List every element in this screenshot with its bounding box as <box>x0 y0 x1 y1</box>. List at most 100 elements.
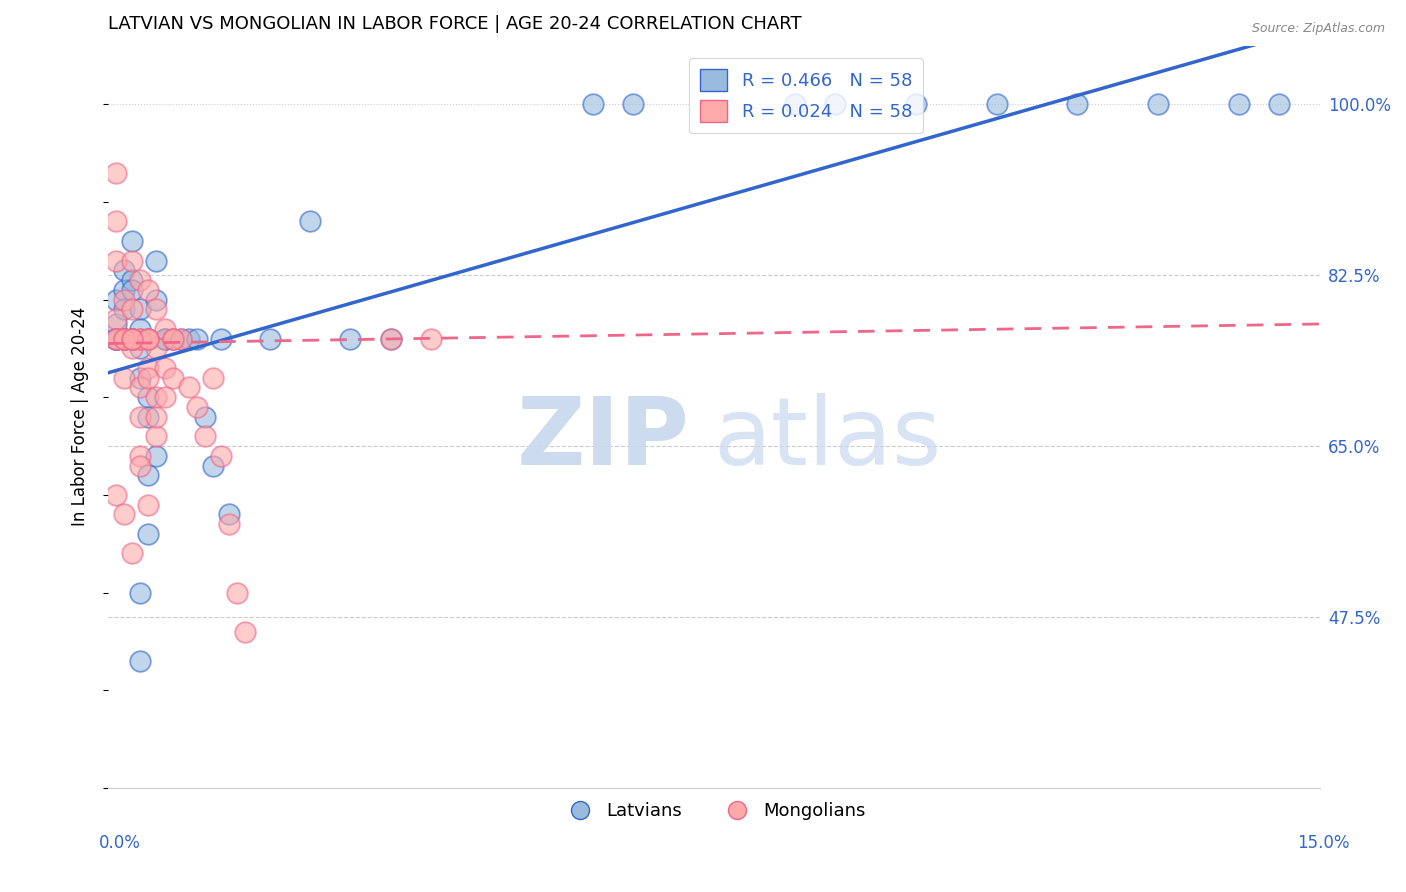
Point <box>145 342 167 356</box>
Point <box>105 214 128 228</box>
Point <box>105 166 128 180</box>
Point <box>129 654 152 668</box>
Point <box>153 332 176 346</box>
Point <box>153 332 176 346</box>
Point <box>112 293 135 307</box>
Point <box>233 624 256 639</box>
Point <box>783 97 806 112</box>
Point <box>145 409 167 424</box>
Point <box>121 332 143 346</box>
Point <box>138 390 160 404</box>
Point <box>145 449 167 463</box>
Point <box>112 332 135 346</box>
Point <box>129 332 152 346</box>
Point <box>1268 97 1291 112</box>
Point <box>105 332 128 346</box>
Point <box>226 585 249 599</box>
Point <box>177 332 200 346</box>
Point <box>112 332 135 346</box>
Point <box>298 214 321 228</box>
Point <box>194 409 217 424</box>
Point <box>138 409 160 424</box>
Point <box>105 312 128 326</box>
Point <box>339 332 361 346</box>
Point <box>129 302 152 317</box>
Point <box>904 97 927 112</box>
Y-axis label: In Labor Force | Age 20-24: In Labor Force | Age 20-24 <box>72 307 89 526</box>
Point <box>380 332 402 346</box>
Point <box>105 253 128 268</box>
Point <box>138 283 160 297</box>
Point <box>582 97 605 112</box>
Point <box>170 332 193 346</box>
Point <box>112 332 135 346</box>
Point <box>121 546 143 560</box>
Point <box>986 97 1008 112</box>
Point <box>186 400 208 414</box>
Point <box>105 332 128 346</box>
Point <box>218 517 240 532</box>
Point <box>153 322 176 336</box>
Point <box>201 458 224 473</box>
Point <box>145 390 167 404</box>
Point <box>129 458 152 473</box>
Point <box>105 332 128 346</box>
Point <box>170 332 193 346</box>
Point <box>112 332 135 346</box>
Point <box>112 508 135 522</box>
Point <box>138 498 160 512</box>
Point <box>112 370 135 384</box>
Point <box>824 97 846 112</box>
Point <box>121 234 143 248</box>
Point <box>105 317 128 331</box>
Text: atlas: atlas <box>714 393 942 485</box>
Point <box>129 370 152 384</box>
Text: ZIP: ZIP <box>517 393 689 485</box>
Point <box>162 332 184 346</box>
Point <box>1066 97 1088 112</box>
Point <box>201 370 224 384</box>
Point <box>112 332 135 346</box>
Point <box>162 370 184 384</box>
Point <box>153 360 176 375</box>
Point <box>121 332 143 346</box>
Point <box>121 332 143 346</box>
Point <box>121 253 143 268</box>
Point <box>105 332 128 346</box>
Point <box>112 302 135 317</box>
Point <box>145 293 167 307</box>
Point <box>138 332 160 346</box>
Point <box>121 332 143 346</box>
Point <box>138 332 160 346</box>
Point <box>162 332 184 346</box>
Point <box>162 332 184 346</box>
Point <box>138 332 160 346</box>
Point <box>121 332 143 346</box>
Point <box>121 273 143 287</box>
Point <box>105 293 128 307</box>
Point <box>129 585 152 599</box>
Point <box>121 332 143 346</box>
Point <box>218 508 240 522</box>
Point <box>138 370 160 384</box>
Point <box>209 332 232 346</box>
Point <box>380 332 402 346</box>
Point <box>129 322 152 336</box>
Point <box>138 332 160 346</box>
Point <box>129 409 152 424</box>
Point <box>153 332 176 346</box>
Point <box>121 302 143 317</box>
Point <box>112 332 135 346</box>
Text: 15.0%: 15.0% <box>1298 834 1350 852</box>
Point <box>138 527 160 541</box>
Point <box>129 273 152 287</box>
Point <box>145 253 167 268</box>
Point <box>112 263 135 277</box>
Point <box>121 332 143 346</box>
Point <box>138 468 160 483</box>
Point <box>112 332 135 346</box>
Legend: Latvians, Mongolians: Latvians, Mongolians <box>554 795 873 827</box>
Point <box>129 449 152 463</box>
Point <box>145 302 167 317</box>
Point <box>112 332 135 346</box>
